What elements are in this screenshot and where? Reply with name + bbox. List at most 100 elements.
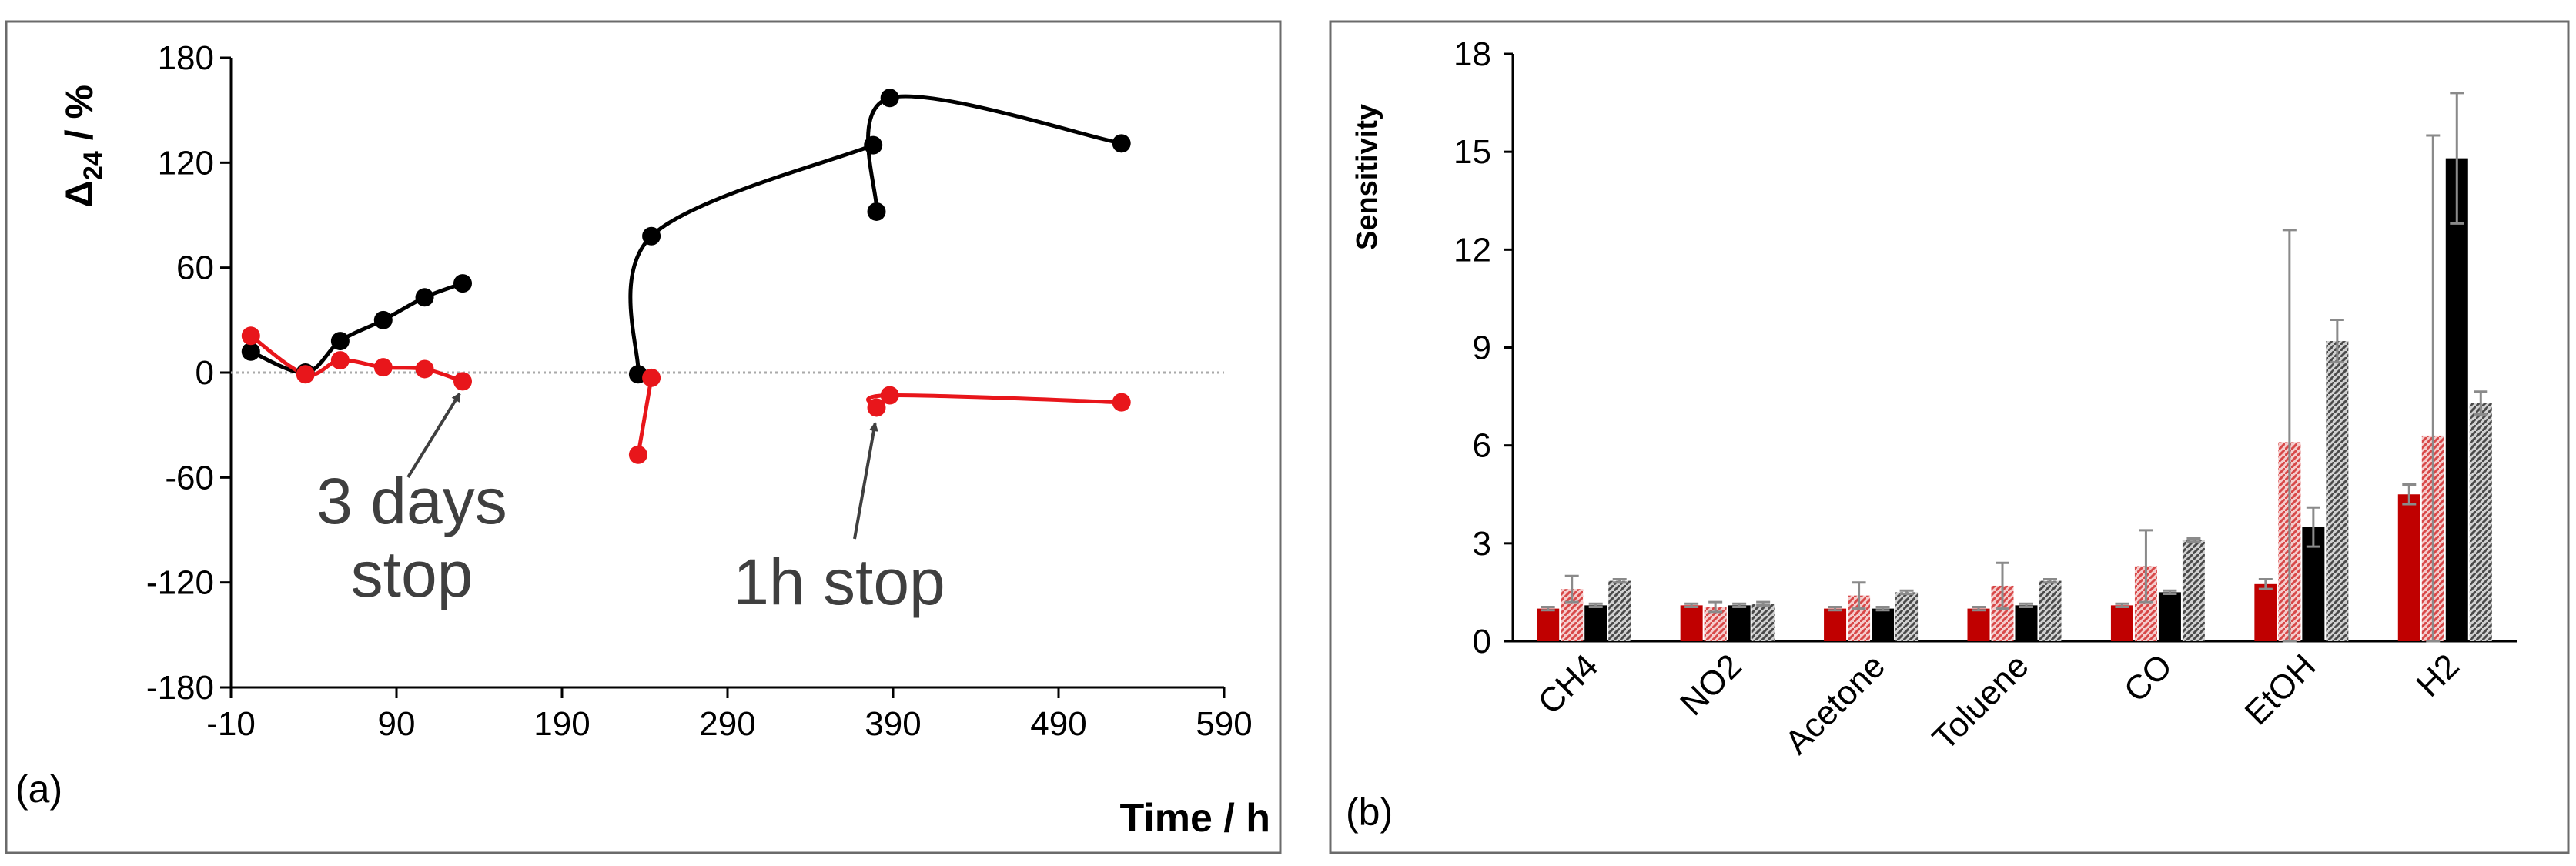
y-tick-label: 60 [176,249,214,287]
panel-a-x-ticks: -10 90 190 290 390 490 590 [206,687,1253,743]
annotation-3-days-line1: 3 days [316,465,507,537]
data-point-black-run1 [330,332,350,351]
series-line-red-run2-seg1 [636,377,654,456]
category-label-CH4: CH4 [1531,647,1605,721]
data-point-red-run2-seg2 [880,386,899,405]
data-point-red-run2-seg1 [642,368,661,387]
error-bar-black-solid-NO2 [1732,602,1747,608]
error-bar-red-solid-NO2 [1684,602,1699,608]
data-point-black-run1 [241,342,260,361]
data-point-black-run1 [415,288,434,307]
error-bar-gray-hatched-Toluene [2043,577,2057,584]
data-point-black-run2-seg2 [880,89,899,108]
bar-gray-hatched-Acetone [1895,592,1919,641]
error-bar-black-solid-Acetone [1875,605,1890,612]
y-title-subscript: 24 [79,151,108,180]
error-bar-red-solid-Acetone [1828,605,1842,612]
series-line-black-run2-seg2 [866,94,1122,212]
error-bar-red-solid-H2 [2402,483,2417,506]
panel-a-line-chart: -180 -120 -60 0 60 120 180 -10 90 190 290 390 490 59… [5,20,1282,854]
panel-a-y-axis-title: Δ24 / % [58,85,108,208]
y-tick-label: 180 [158,39,214,77]
error-bar-red-hatched-H2 [2426,134,2441,643]
annotation-1h-text: 1h stop [733,546,945,618]
data-point-black-run2-seg2 [867,202,886,221]
x-tick-label: 590 [1196,705,1252,743]
error-bar-gray-hatched-Acetone [1899,589,1914,596]
error-bar-gray-hatched-H2 [2474,390,2488,416]
annotation-1h-arrow [853,422,878,540]
x-tick-label: 290 [699,705,755,743]
panel-a-label: (a) [15,767,62,811]
bar-gray-hatched-CO [2182,540,2205,641]
y-tick-label: -120 [146,564,214,602]
error-bar-black-solid-Toluene [2019,602,2033,608]
series-line-red-run2-seg2 [866,393,1122,410]
bar-black-solid-H2 [2445,158,2468,642]
panel-b-y-axis-title: Sensitivity [1351,104,1383,250]
x-tick-label: 390 [865,705,921,743]
panel-b-y-ticks: 0 3 6 9 12 15 18 [1454,35,1513,660]
panel-b-border [1329,20,2570,854]
bar-black-solid-Acetone [1872,608,1895,641]
error-bar-black-solid-CO [2163,589,2177,596]
panel-b-error-bars [1541,92,2488,643]
error-bar-gray-hatched-NO2 [1756,600,1771,607]
error-bar-red-hatched-NO2 [1708,600,1723,614]
panel-a-points [241,89,1131,464]
error-bar-red-solid-CH4 [1541,605,1555,612]
bar-gray-hatched-Toluene [2039,580,2062,641]
bar-gray-hatched-EtOH [2326,341,2349,641]
series-line-black-run2-seg1 [628,143,875,375]
error-bar-black-solid-H2 [2450,92,2464,225]
bar-black-solid-NO2 [1728,605,1751,641]
y-tick-label: 15 [1454,133,1491,171]
data-point-red-run1 [330,351,350,370]
error-bar-red-hatched-EtOH [2282,229,2297,643]
category-label-H2: H2 [2409,647,2466,704]
y-tick-label: 0 [1473,623,1491,660]
data-point-red-run1 [296,365,315,384]
bar-gray-hatched-NO2 [1751,604,1775,641]
x-tick-label: -10 [206,705,256,743]
annotation-3-days-arrow [406,392,461,479]
bar-black-solid-CH4 [1584,605,1607,641]
x-tick-label: 490 [1030,705,1086,743]
bar-black-solid-CO [2158,592,2181,641]
error-bar-red-hatched-CH4 [1564,574,1579,604]
y-tick-label: 9 [1473,329,1491,367]
category-label-CO: CO [2117,647,2180,709]
error-bar-red-hatched-Acetone [1852,581,1866,610]
y-tick-label: 6 [1473,427,1491,465]
category-label-Acetone: Acetone [1778,647,1892,761]
bar-red-solid-Acetone [1824,608,1847,641]
bar-red-solid-CO [2110,605,2133,641]
category-label-Toluene: Toluene [1925,647,2036,757]
bar-red-solid-EtOH [2254,583,2277,641]
error-bar-black-solid-EtOH [2306,506,2320,548]
bar-red-solid-CH4 [1537,608,1560,641]
bar-gray-hatched-CH4 [1608,580,1631,641]
category-label-EtOH: EtOH [2238,647,2323,732]
data-point-black-run2-seg2 [1112,134,1131,153]
y-tick-label: 12 [1454,231,1491,269]
error-bar-red-hatched-Toluene [1996,561,2009,610]
y-tick-label: -60 [165,459,214,497]
y-tick-label: 120 [158,144,214,182]
data-point-black-run1 [453,274,472,293]
data-point-red-run1 [453,372,472,391]
panel-a-series [249,94,1122,456]
panel-b-category-labels: CH4 NO2 Acetone Toluene CO EtOH H2 [1531,647,2466,761]
error-bar-red-solid-Toluene [1972,605,1986,612]
panel-b-label: (b) [1346,791,1393,834]
panel-a-y-ticks: -180 -120 -60 0 60 120 180 [146,39,231,707]
data-point-red-run2-seg2 [867,398,886,417]
panel-a-x-axis-title: Time / h [1119,796,1270,841]
bar-red-solid-NO2 [1680,605,1703,641]
y-tick-label: 3 [1473,525,1491,563]
bar-red-solid-Toluene [1967,608,1990,641]
y-tick-label: 18 [1454,35,1491,73]
error-bar-gray-hatched-EtOH [2330,318,2344,364]
